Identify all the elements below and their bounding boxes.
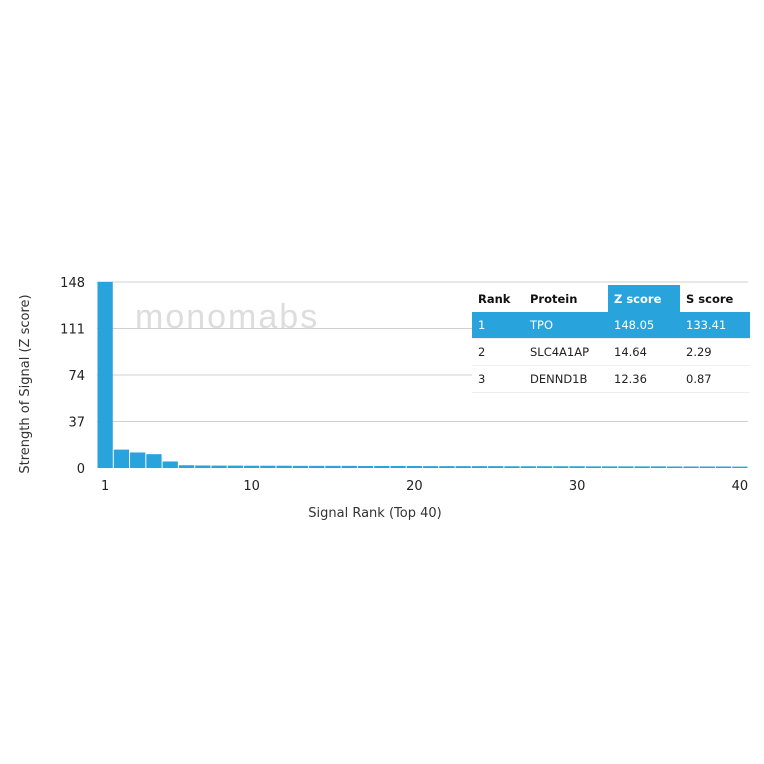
cell-s-score: 133.41 [680, 312, 750, 339]
bar-rank-4 [146, 454, 162, 468]
bar-rank-14 [309, 465, 325, 468]
cell-rank: 2 [472, 338, 524, 366]
bar-rank-2 [113, 449, 130, 468]
x-tick-label: 30 [569, 479, 586, 494]
bar-rank-33 [618, 466, 634, 468]
bar-rank-31 [585, 466, 602, 468]
bar-rank-9 [227, 465, 243, 468]
bar-rank-12 [276, 465, 292, 468]
bar-rank-1 [97, 281, 113, 468]
bar-rank-17 [357, 465, 374, 468]
bar-rank-23 [455, 466, 471, 468]
bar-rank-18 [374, 465, 390, 468]
bar-rank-5 [162, 461, 178, 468]
bar-rank-22 [439, 466, 455, 468]
cell-s-score: 2.29 [680, 338, 750, 366]
bar-rank-36 [667, 466, 683, 468]
cell-s-score: 0.87 [680, 365, 750, 393]
x-tick-label: 20 [406, 479, 423, 494]
bar-rank-29 [553, 466, 569, 468]
table-header: Rank Protein Z score S score [472, 285, 750, 312]
bar-rank-16 [341, 465, 357, 468]
table-row: 1 TPO 148.05 133.41 [472, 312, 750, 339]
y-tick-label: 37 [68, 416, 85, 431]
bar-rank-6 [178, 465, 195, 468]
cell-z-score: 148.05 [608, 312, 680, 339]
y-tick-label: 111 [60, 323, 85, 338]
bar-rank-10 [243, 465, 260, 468]
bar-rank-21 [423, 466, 439, 468]
table-row: 3 DENND1B 12.36 0.87 [472, 365, 750, 393]
y-tick-label: 74 [68, 369, 85, 384]
bar-rank-15 [325, 465, 341, 468]
bar-rank-11 [260, 465, 276, 468]
bar-rank-38 [699, 466, 715, 468]
header-s-score: S score [686, 291, 734, 306]
cell-z-score: 12.36 [608, 365, 680, 393]
cell-protein: SLC4A1AP [524, 338, 608, 366]
bar-rank-32 [602, 466, 618, 468]
cell-z-score: 14.64 [608, 338, 680, 366]
bar-rank-7 [195, 465, 211, 468]
x-axis-label: Signal Rank (Top 40) [308, 506, 441, 521]
bar-rank-35 [650, 466, 667, 468]
watermark: monomabs [135, 298, 319, 336]
x-tick-label: 1 [101, 479, 109, 494]
header-protein: Protein [530, 291, 578, 306]
cell-rank: 3 [472, 365, 524, 393]
cell-rank: 1 [472, 312, 524, 339]
bar-rank-37 [683, 466, 699, 468]
bar-rank-13 [292, 465, 309, 468]
bar-rank-3 [130, 452, 146, 468]
bar-rank-20 [406, 465, 422, 468]
y-axis-label: Strength of Signal (Z score) [18, 294, 33, 473]
bar-rank-39 [715, 466, 732, 468]
top-proteins-table: Rank Protein Z score S score 1 TPO 148.0… [472, 285, 750, 393]
cell-protein: DENND1B [524, 365, 608, 393]
x-tick-label: 40 [732, 479, 749, 494]
bar-rank-28 [536, 466, 553, 468]
bar-rank-19 [390, 465, 406, 468]
bar-rank-26 [504, 466, 520, 468]
bar-rank-27 [520, 466, 536, 468]
table-row: 2 SLC4A1AP 14.64 2.29 [472, 338, 750, 366]
header-z-score: Z score [608, 285, 680, 312]
y-tick-label: 148 [60, 276, 85, 291]
bar-rank-30 [569, 466, 585, 468]
cell-protein: TPO [524, 312, 608, 339]
x-tick-label: 10 [243, 479, 260, 494]
bar-rank-34 [634, 466, 650, 468]
y-tick-label: 0 [77, 462, 85, 477]
bar-rank-40 [732, 466, 748, 468]
header-rank: Rank [478, 291, 511, 306]
bar-rank-25 [488, 466, 504, 468]
bar-rank-24 [471, 466, 488, 468]
bar-rank-8 [211, 465, 227, 468]
